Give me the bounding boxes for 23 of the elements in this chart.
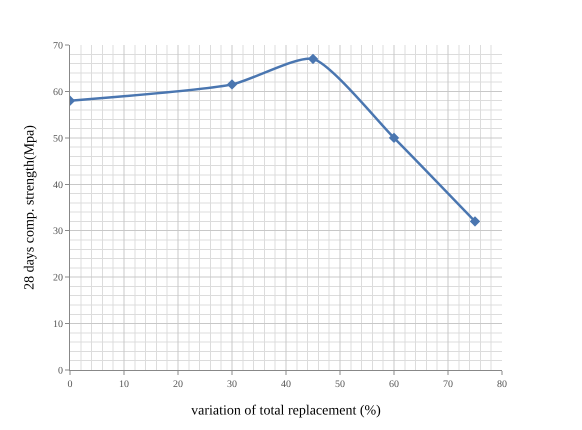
y-tick-label: 20	[53, 272, 63, 284]
y-tick-label: 0	[58, 366, 63, 376]
point	[308, 54, 318, 64]
y-axis-title: 28 days comp. strength(Mpa)	[22, 124, 38, 290]
x-tick-label: 80	[497, 379, 507, 390]
y-tick-label: 60	[53, 86, 63, 98]
x-tick-label: 50	[335, 379, 345, 390]
point	[470, 216, 480, 227]
x-tick-label: 10	[119, 379, 129, 390]
x-axis-title: variation of total replacement (%)	[191, 403, 382, 418]
x-tick-label: 40	[281, 379, 291, 390]
y-tick-label: 30	[53, 226, 63, 238]
x-tick-label: 60	[389, 379, 399, 390]
x-tick-label: 20	[173, 379, 183, 390]
point	[226, 79, 238, 90]
x-tick-label: 0	[68, 379, 72, 390]
point	[388, 132, 400, 144]
x-tick-label: 30	[227, 379, 237, 390]
y-tick-label: 10	[53, 319, 63, 330]
y-tick-label: 40	[53, 180, 63, 191]
x-tick-label: 70	[443, 379, 453, 390]
y-tick-label: 70	[53, 40, 63, 52]
y-tick-label: 50	[53, 133, 63, 144]
